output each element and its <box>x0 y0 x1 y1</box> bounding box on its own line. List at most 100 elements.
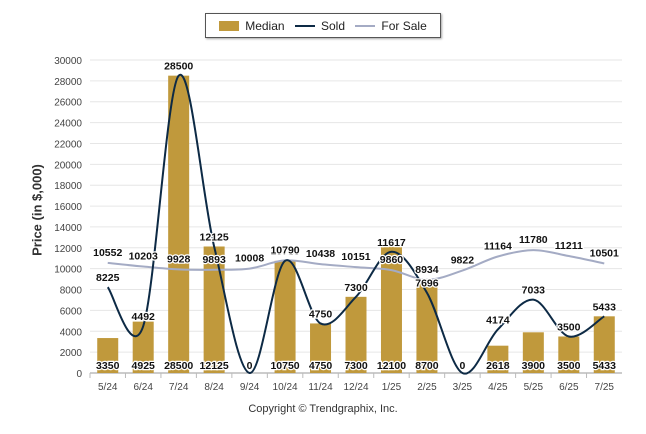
x-tick-label: 5/24 <box>98 382 118 393</box>
data-labels: 3350 4925 28500 12125 0 10750 4750 7300 12100 870… <box>92 59 620 373</box>
y-tick-label: 2000 <box>60 348 83 359</box>
sold-value-label: 0 <box>459 360 465 372</box>
forsale-value-label: 11780 <box>519 234 548 246</box>
trend-lines <box>106 73 605 375</box>
forsale-value-label: 10552 <box>93 247 122 259</box>
y-tick-label: 16000 <box>54 202 82 213</box>
legend-sold-label: Sold <box>320 18 345 33</box>
median-bar <box>487 345 509 373</box>
x-tick-label: 2/25 <box>417 382 437 393</box>
sold-value-label: 3500 <box>557 321 581 333</box>
sold-value-label: 7696 <box>415 278 439 290</box>
y-tick-label: 12000 <box>54 244 82 255</box>
forsale-value-label: 9822 <box>451 255 475 267</box>
median-bar <box>522 332 544 373</box>
legend-forsale[interactable]: For Sale <box>355 18 427 33</box>
median-value-label: 5433 <box>593 360 617 372</box>
legend-sold[interactable]: Sold <box>294 18 345 33</box>
forsale-value-label: 9893 <box>202 254 226 266</box>
median-bars <box>97 75 615 374</box>
sold-value-label: 7300 <box>344 282 368 294</box>
median-swatch <box>219 20 240 31</box>
copyright-text: Copyright © Trendgraphix, Inc. <box>248 403 398 415</box>
median-value-label: 0 <box>459 360 465 372</box>
forsale-value-label: 10790 <box>270 244 299 256</box>
median-value-label: 4750 <box>309 360 333 372</box>
x-tick-label: 5/25 <box>524 382 544 393</box>
y-tick-label: 24000 <box>54 119 82 130</box>
y-tick-label: 8000 <box>60 286 83 297</box>
median-value-label: 7300 <box>344 360 368 372</box>
y-tick-label: 20000 <box>54 160 82 171</box>
median-value-label: 28500 <box>164 360 193 372</box>
forsale-line <box>107 249 605 281</box>
legend-median[interactable]: Median <box>219 18 285 33</box>
median-value-label: 10750 <box>270 360 299 372</box>
forsale-value-label: 9860 <box>380 254 404 266</box>
y-tick-label: 14000 <box>54 223 82 234</box>
median-bar <box>97 338 119 373</box>
median-value-label: 12100 <box>377 360 406 372</box>
forsale-value-label: 10438 <box>306 248 335 260</box>
x-tick-label: 12/24 <box>343 382 368 393</box>
y-tick-label: 18000 <box>54 181 82 192</box>
median-value-label: 3350 <box>96 360 120 372</box>
x-tick-label: 8/24 <box>204 382 224 393</box>
y-tick-label: 26000 <box>54 98 82 109</box>
x-tick-label: 7/25 <box>595 382 615 393</box>
forsale-value-label: 8934 <box>415 264 439 276</box>
sold-swatch <box>294 24 315 27</box>
legend: Median Sold For Sale <box>205 13 441 38</box>
forsale-value-label: 11211 <box>555 240 583 252</box>
y-tick-label: 28000 <box>54 77 82 88</box>
sold-value-label: 10750 <box>270 246 299 258</box>
y-axis-label: Price (in $,000) <box>29 164 45 256</box>
median-value-label: 12125 <box>200 360 229 372</box>
sold-value-label: 0 <box>247 360 253 372</box>
legend-median-label: Median <box>245 18 285 33</box>
median-bar <box>168 75 190 374</box>
sold-value-label: 4750 <box>309 308 333 320</box>
sold-value-label: 4492 <box>132 311 156 323</box>
y-tick-label: 0 <box>76 369 82 380</box>
median-bar <box>380 246 402 373</box>
sold-value-label: 8225 <box>96 272 120 284</box>
sold-value-label: 11617 <box>377 237 406 249</box>
y-tick-label: 30000 <box>54 56 82 67</box>
y-tick-label: 10000 <box>54 265 82 276</box>
median-bar <box>310 323 332 373</box>
median-value-label: 3900 <box>522 360 546 372</box>
x-tick-label: 9/24 <box>240 382 260 393</box>
axis-ticks: 0 2000 4000 6000 8000 10000 12000 14000 16000 180… <box>54 56 614 393</box>
median-value-label: 2618 <box>486 360 510 372</box>
y-tick-label: 4000 <box>60 327 83 338</box>
x-tick-label: 6/25 <box>559 382 579 393</box>
x-tick-label: 1/25 <box>382 382 402 393</box>
forsale-value-label: 10501 <box>590 247 619 259</box>
x-tick-label: 4/25 <box>488 382 508 393</box>
median-value-label: 8700 <box>415 360 439 372</box>
sold-value-label: 12125 <box>200 231 229 243</box>
sold-value-label: 7033 <box>522 285 546 297</box>
median-bar <box>558 336 580 373</box>
median-bar <box>345 296 367 373</box>
x-tick-label: 6/24 <box>133 382 153 393</box>
median-bar <box>203 246 225 373</box>
y-tick-label: 6000 <box>60 306 83 317</box>
x-tick-label: 10/24 <box>273 382 298 393</box>
sold-value-label: 5433 <box>593 301 617 313</box>
sold-value-label: 4174 <box>486 314 510 326</box>
forsale-value-label: 11164 <box>484 241 512 253</box>
median-bar <box>274 260 296 373</box>
x-tick-label: 3/25 <box>453 382 473 393</box>
forsale-value-label: 10008 <box>235 253 264 265</box>
forsale-value-label: 10203 <box>129 251 158 263</box>
legend-forsale-label: For Sale <box>381 18 427 33</box>
x-tick-label: 7/24 <box>169 382 189 393</box>
forsale-swatch <box>355 24 376 27</box>
forsale-value-label: 9928 <box>167 253 191 265</box>
x-tick-label: 11/24 <box>308 382 333 393</box>
forsale-value-label: 10151 <box>341 251 370 263</box>
median-value-label: 4925 <box>132 360 156 372</box>
